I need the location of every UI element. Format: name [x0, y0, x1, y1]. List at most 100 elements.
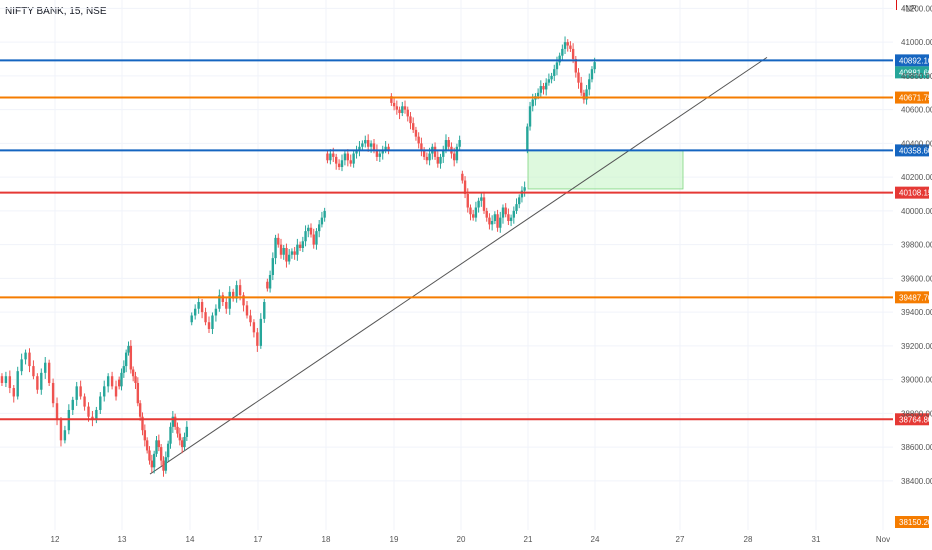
candle-body — [79, 386, 82, 397]
currency-label: INR — [903, 4, 917, 13]
demand-zone — [527, 149, 684, 190]
level-badge-label: 40671.75 — [899, 94, 932, 103]
y-tick-label: 40400.00 — [901, 139, 932, 148]
candle-body — [428, 153, 431, 161]
candle-body — [320, 217, 324, 225]
x-tick-label: 19 — [390, 535, 399, 544]
candle-body — [99, 396, 102, 410]
level-badge — [895, 54, 929, 67]
candle-body — [221, 295, 225, 302]
candle-body — [207, 322, 211, 329]
candle-body — [406, 109, 409, 117]
x-tick-label: 12 — [51, 535, 60, 544]
candle-body — [329, 153, 332, 161]
candle-body — [120, 372, 123, 387]
trendline — [149, 56, 768, 475]
candle-body — [436, 156, 439, 164]
candle-body — [75, 386, 78, 400]
candle-body — [425, 156, 429, 161]
candle-body — [228, 291, 231, 309]
candle-body — [141, 416, 144, 431]
candle-body — [520, 190, 524, 198]
candle-body — [171, 416, 175, 427]
candle-body — [515, 204, 518, 211]
candle-body — [24, 352, 27, 360]
candle-body — [164, 457, 168, 471]
price-badge-label: 40881.60 — [899, 68, 932, 77]
candle-body — [245, 305, 249, 316]
candle-body — [298, 244, 302, 249]
candle-body — [401, 106, 404, 114]
candle-body — [190, 315, 193, 323]
candle-body — [420, 143, 423, 151]
candle-body — [40, 372, 43, 390]
candle-body — [361, 143, 364, 147]
candle-body — [523, 187, 526, 191]
candle-body — [180, 440, 184, 448]
candle-body — [417, 136, 420, 144]
candle-body — [504, 207, 507, 215]
candle-body — [512, 210, 516, 218]
y-tick-label: 39200.00 — [901, 342, 932, 351]
candle-body — [197, 301, 200, 309]
candle-body — [539, 86, 543, 93]
candle-body — [274, 237, 277, 259]
candle-body — [493, 214, 497, 222]
candle-body — [238, 285, 242, 296]
candle-body — [145, 440, 149, 451]
candle-body — [577, 72, 580, 83]
candle-body — [51, 382, 55, 404]
currency-marker — [896, 0, 897, 10]
candle-body — [490, 221, 494, 225]
trendline-layer — [149, 56, 768, 475]
candle-body — [375, 150, 379, 157]
candle-body — [590, 69, 594, 80]
candle-body — [117, 379, 121, 387]
candle-body — [387, 146, 390, 151]
level-badge — [895, 91, 929, 104]
candle-body — [366, 140, 370, 147]
candle-body — [235, 285, 238, 299]
candle-body — [204, 312, 207, 323]
candle-body — [317, 224, 321, 232]
candle-body — [12, 388, 15, 397]
candle-body — [200, 301, 204, 313]
candle-body — [409, 116, 412, 124]
level-badge-label: 40358.60 — [899, 146, 932, 155]
candle-body — [369, 143, 373, 147]
time-axis: 12 13 14 17 18 19 20 21 24 27 28 31 Nov — [51, 535, 891, 544]
candle-body — [509, 217, 513, 222]
candle-body — [358, 146, 361, 151]
candle-body — [218, 295, 221, 309]
candles — [0, 36, 596, 477]
level-badge — [895, 144, 929, 157]
candle-body — [332, 153, 335, 157]
candle-body — [242, 295, 245, 306]
y-tick-label: 40600.00 — [901, 106, 932, 115]
candle-body — [433, 146, 437, 157]
candle-body — [563, 42, 567, 49]
candle-body — [59, 420, 63, 441]
candle-body — [531, 99, 534, 107]
candle-body — [390, 96, 393, 103]
candle-body — [372, 143, 376, 151]
candle-body — [582, 92, 586, 100]
candle-body — [183, 436, 186, 448]
level-badge — [895, 186, 929, 199]
candle-body — [555, 62, 559, 70]
candle-body — [47, 362, 51, 383]
candle-body — [466, 194, 469, 208]
level-badge-label: 39487.70 — [899, 293, 932, 302]
candle-body — [63, 430, 67, 441]
candle-body — [277, 237, 280, 245]
candle-body — [28, 352, 31, 367]
level-badge-label: 38764.80 — [899, 415, 932, 424]
price-badge — [895, 516, 929, 528]
candle-body — [585, 89, 588, 100]
candle-body — [20, 359, 23, 372]
horizontal-lines: 40892.10 40671.75 40358.60 40108.15 39487.70… — [0, 54, 932, 528]
y-tick-label: 39400.00 — [901, 308, 932, 317]
y-tick-label: 40200.00 — [901, 173, 932, 182]
candle-body — [263, 301, 266, 319]
